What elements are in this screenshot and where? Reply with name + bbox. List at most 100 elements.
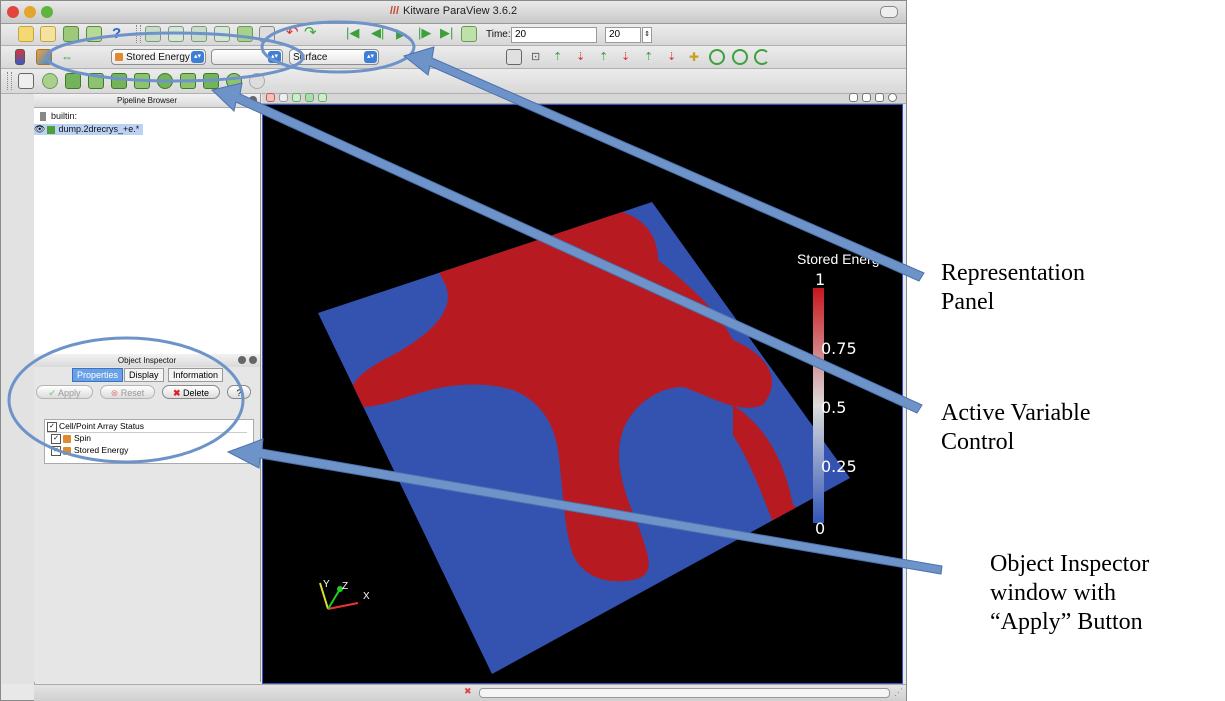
next-frame-icon[interactable]: |▶ [418, 25, 432, 40]
resize-grip-icon[interactable]: ⋰ [894, 687, 903, 697]
render-view[interactable]: Stored Energ 1 0.75 0.5 0.25 0 Y Z X [262, 104, 903, 684]
pipeline-item-dump[interactable]: 👁 dump.2drecrys_+e.* [34, 124, 144, 135]
help-icon[interactable]: ? [112, 25, 122, 42]
time-label: Time: [486, 29, 511, 40]
reset-camera-icon[interactable] [506, 49, 522, 65]
help-button[interactable]: ? [227, 385, 251, 399]
select-cells-icon[interactable] [145, 26, 161, 42]
zoom-to-box-icon[interactable]: ⊡ [531, 51, 541, 63]
delete-button[interactable]: ✖ Delete [162, 385, 220, 399]
abort-icon[interactable]: ✖ [464, 686, 472, 696]
view-plus-y-icon[interactable]: ⇡ [599, 51, 609, 63]
close-window-button[interactable] [7, 6, 19, 18]
save-state-icon[interactable] [86, 26, 102, 42]
load-state-icon[interactable] [63, 26, 79, 42]
active-variable-value: Stored Energy [126, 52, 190, 63]
maximize-view-icon[interactable] [875, 93, 884, 102]
tab-label: Display [129, 370, 159, 380]
reset-button[interactable]: ⊗ Reset [100, 385, 155, 399]
tab-display[interactable]: Display [124, 368, 164, 382]
slice-icon[interactable] [88, 73, 104, 89]
color-legend-icon[interactable] [15, 49, 25, 65]
pipeline-browser-title: Pipeline Browser [116, 96, 178, 105]
orientation-axes [319, 582, 359, 610]
rotation-center-icon[interactable] [709, 49, 725, 65]
first-frame-icon[interactable]: |◀ [346, 25, 360, 40]
threshold-icon[interactable] [111, 73, 127, 89]
float-panel-icon[interactable] [238, 96, 246, 104]
tab-properties[interactable]: Properties [72, 368, 124, 382]
camera-icon[interactable] [292, 93, 301, 102]
previous-frame-icon[interactable]: ◀| [371, 25, 385, 40]
checkbox-icon[interactable]: ✓ [51, 445, 61, 456]
extract-subset-icon[interactable] [134, 73, 150, 89]
view-plus-z-icon[interactable]: ⇡ [644, 51, 654, 63]
array-row-spin[interactable]: ✓ Spin [51, 433, 91, 444]
capture-icon[interactable] [266, 93, 275, 102]
close-panel-icon[interactable] [249, 356, 257, 364]
edit-color-map-icon[interactable] [36, 49, 52, 65]
split-vertical-icon[interactable] [862, 93, 871, 102]
lookmark-icon[interactable] [305, 93, 314, 102]
chevron-updown-icon: ▴▾ [364, 51, 377, 63]
selection-icon[interactable] [279, 93, 288, 102]
array-label: Stored Energy [74, 445, 129, 455]
tab-information[interactable]: Information [168, 368, 224, 382]
minimize-window-button[interactable] [24, 6, 36, 18]
center-axes-icon[interactable]: ✚ [689, 50, 700, 64]
clip-icon[interactable] [65, 73, 81, 89]
checkbox-icon[interactable]: ✓ [47, 421, 57, 432]
pick-center-icon[interactable] [754, 49, 770, 65]
timestep-input[interactable]: 20 [605, 27, 641, 43]
close-view-icon[interactable] [888, 93, 897, 102]
window-title: ///Kitware ParaView 3.6.2 [1, 5, 906, 17]
select-points-icon[interactable] [168, 26, 184, 42]
array-row-stored-energy[interactable]: ✓ Stored Energy [51, 445, 128, 456]
view-minus-x-icon[interactable]: ⇣ [576, 51, 586, 63]
main-toolbar: ? ↶ ↷ |◀ ◀| ▶ |▶ ▶| Time: 20 20 ⇕ [1, 24, 906, 46]
annotation-line: Representation [941, 260, 1085, 286]
redo-icon[interactable]: ↷ [304, 24, 317, 41]
component-select[interactable]: ▴▾ [211, 49, 283, 65]
last-frame-icon[interactable]: ▶| [440, 25, 454, 40]
close-panel-icon[interactable] [249, 96, 257, 104]
view-minus-y-icon[interactable]: ⇣ [621, 51, 631, 63]
reset-center-icon[interactable] [732, 49, 748, 65]
timestep-spinner[interactable]: ⇕ [642, 27, 652, 43]
pipeline-item-label: dump.2drecrys_+e.* [58, 124, 140, 134]
eye-icon[interactable]: 👁 [34, 124, 46, 134]
left-gutter [1, 94, 35, 684]
undo-icon[interactable]: ↶ [286, 24, 299, 41]
interact-icon[interactable] [259, 26, 275, 42]
time-input[interactable]: 20 [511, 27, 597, 43]
checkbox-icon[interactable]: ✓ [51, 433, 61, 444]
view-settings-icon[interactable] [318, 93, 327, 102]
chevron-updown-icon: ▴▾ [191, 51, 204, 63]
pipeline-item-builtin[interactable]: builtin: [40, 111, 77, 122]
loop-icon[interactable] [461, 26, 477, 42]
recent-files-icon[interactable] [40, 26, 56, 42]
active-variable-select[interactable]: Stored Energy ▴▾ [111, 49, 206, 65]
select-block-icon[interactable] [214, 26, 230, 42]
play-icon[interactable]: ▶ [396, 25, 407, 41]
maximize-window-button[interactable] [41, 6, 53, 18]
rescale-range-icon[interactable]: ⇔ [61, 50, 73, 64]
calculator-icon[interactable] [18, 73, 34, 89]
extract-level-icon[interactable] [249, 73, 265, 89]
camera-undo-icon[interactable] [237, 26, 253, 42]
stream-tracer-icon[interactable] [180, 73, 196, 89]
view-plus-x-icon[interactable]: ⇡ [553, 51, 563, 63]
open-file-icon[interactable] [18, 26, 34, 42]
apply-button[interactable]: ✔ Apply [36, 385, 93, 399]
group-datasets-icon[interactable] [226, 73, 242, 89]
warp-vector-icon[interactable] [203, 73, 219, 89]
glyph-icon[interactable] [157, 73, 173, 89]
view-minus-z-icon[interactable]: ⇣ [667, 51, 677, 63]
contour-icon[interactable] [42, 73, 58, 89]
float-panel-icon[interactable] [238, 356, 246, 364]
representation-select[interactable]: Surface ▴▾ [289, 49, 379, 65]
split-horizontal-icon[interactable] [849, 93, 858, 102]
annotation-line: “Apply” Button [990, 609, 1143, 635]
select-frustum-icon[interactable] [191, 26, 207, 42]
toolbar-toggle-button[interactable] [880, 6, 898, 18]
